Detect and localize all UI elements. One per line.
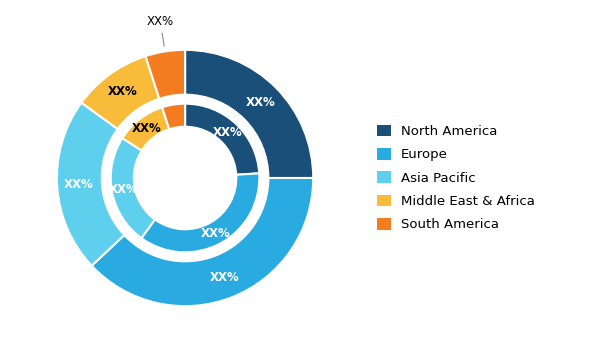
Text: XX%: XX% xyxy=(246,96,276,109)
Text: XX%: XX% xyxy=(201,226,230,240)
Text: XX%: XX% xyxy=(147,15,174,46)
Wedge shape xyxy=(81,56,159,129)
Wedge shape xyxy=(185,104,259,175)
Wedge shape xyxy=(146,50,185,99)
Wedge shape xyxy=(57,103,124,266)
Text: XX%: XX% xyxy=(210,271,239,284)
Wedge shape xyxy=(185,50,313,178)
Wedge shape xyxy=(122,107,169,151)
Wedge shape xyxy=(162,104,185,129)
Text: XX%: XX% xyxy=(132,122,161,135)
Text: XX%: XX% xyxy=(109,183,139,196)
Wedge shape xyxy=(141,173,260,252)
Wedge shape xyxy=(110,138,155,238)
Text: XX%: XX% xyxy=(107,85,137,98)
Text: XX%: XX% xyxy=(63,178,93,191)
Text: XX%: XX% xyxy=(213,126,243,139)
Legend: North America, Europe, Asia Pacific, Middle East & Africa, South America: North America, Europe, Asia Pacific, Mid… xyxy=(377,125,535,231)
Wedge shape xyxy=(92,178,313,306)
